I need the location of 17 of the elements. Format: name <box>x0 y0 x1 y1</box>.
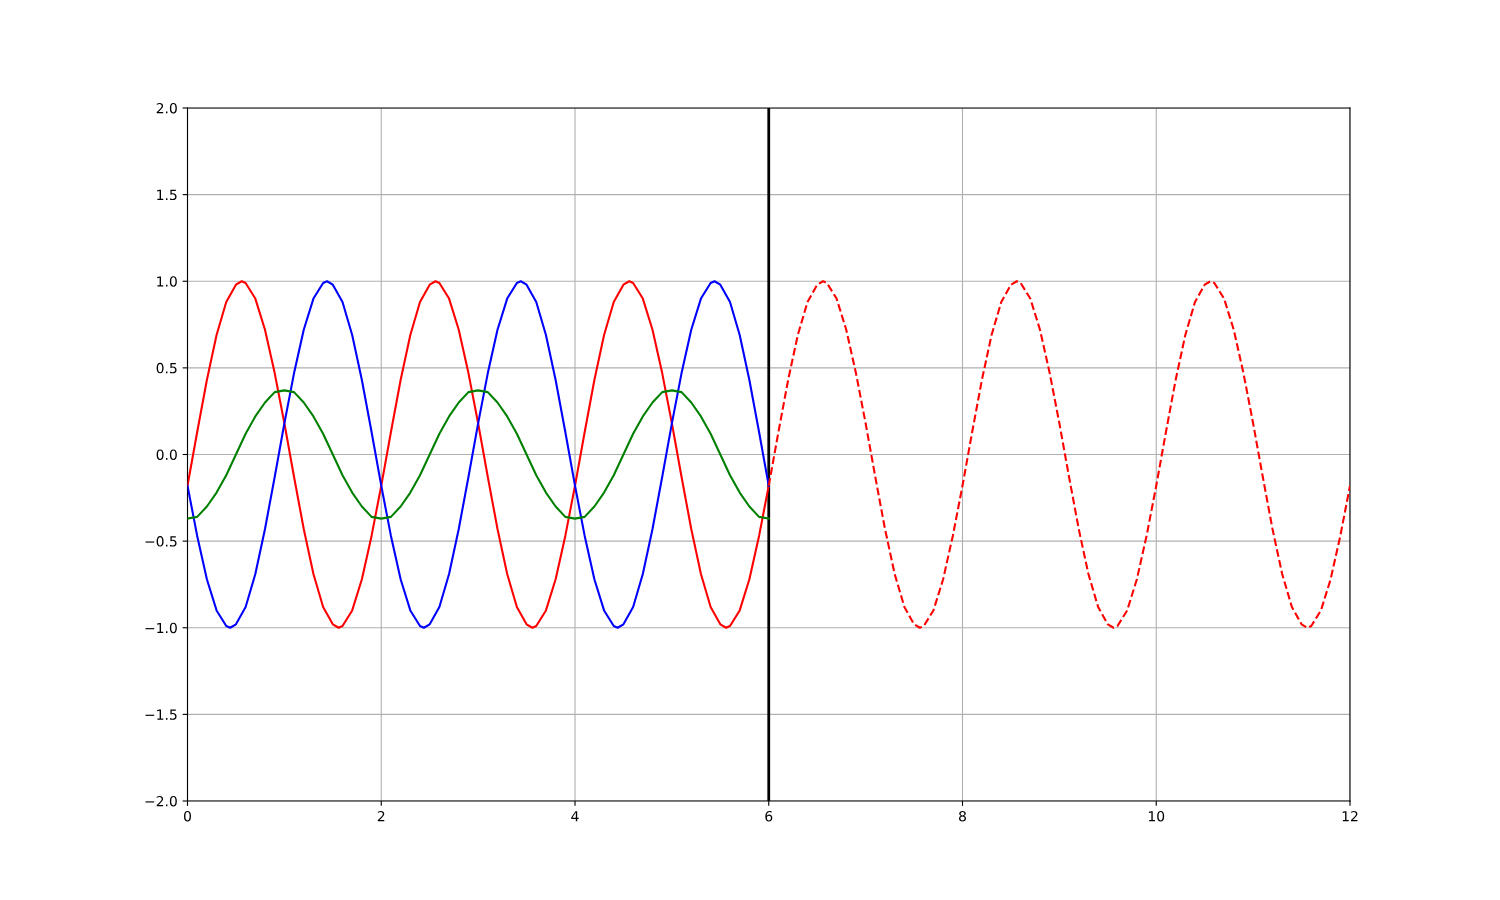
y-tick-label: 1.5 <box>157 189 177 201</box>
y-tick-label: 0.5 <box>156 362 177 374</box>
x-tick-label: 6 <box>765 810 773 822</box>
x-tick-label: 0 <box>184 810 191 822</box>
y-tick-label: 1.0 <box>157 276 177 287</box>
y-tick-label: 2.0 <box>156 102 177 114</box>
y-tick-label: −0.5 <box>145 536 177 547</box>
y-tick-label: 0.0 <box>156 449 177 460</box>
x-tick-label: 2 <box>377 810 385 822</box>
x-tick-label: 8 <box>959 810 966 822</box>
y-tick-label: −2.0 <box>145 795 177 807</box>
x-tick-label: 10 <box>1148 810 1165 822</box>
x-tick-label: 4 <box>571 811 579 822</box>
y-tick-label: −1.0 <box>145 622 177 634</box>
x-tick-label: 12 <box>1342 810 1358 822</box>
line-series <box>187 389 770 520</box>
y-tick-label: −1.5 <box>145 709 177 720</box>
